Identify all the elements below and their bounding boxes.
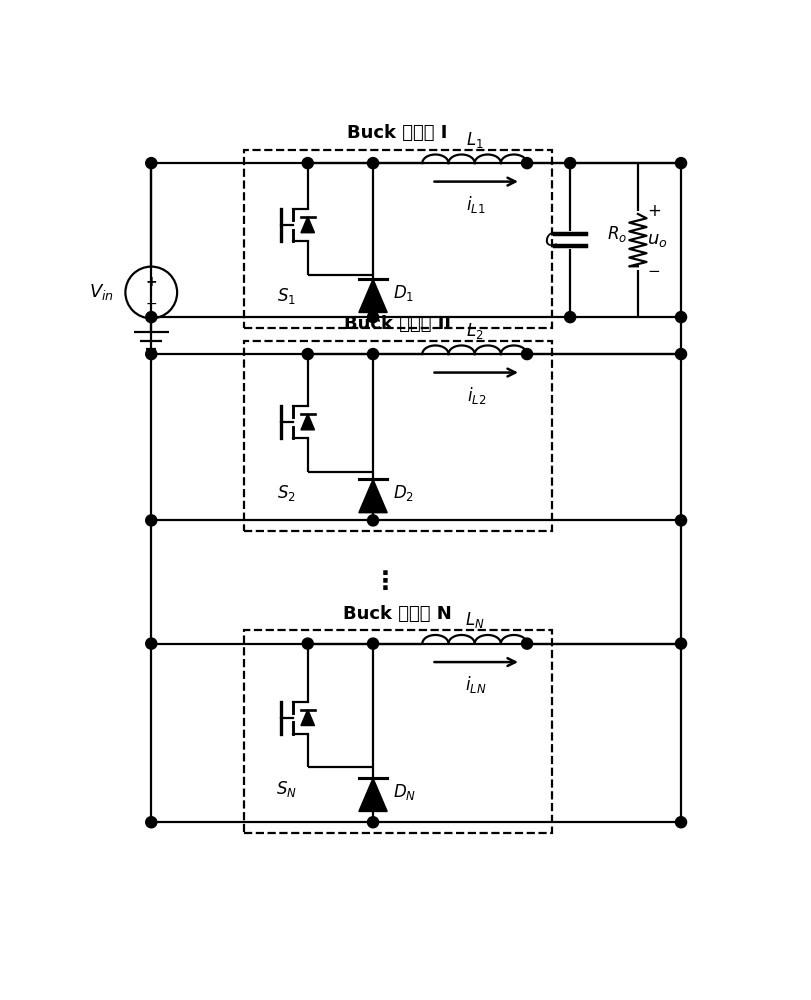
Text: $u_o$: $u_o$ — [646, 231, 667, 249]
Polygon shape — [301, 414, 314, 430]
Circle shape — [145, 817, 157, 828]
Text: $S_1$: $S_1$ — [277, 286, 296, 306]
Polygon shape — [358, 479, 387, 513]
Text: $D_2$: $D_2$ — [393, 483, 414, 503]
Polygon shape — [301, 217, 314, 233]
Text: $R_o$: $R_o$ — [606, 224, 626, 244]
Text: +: + — [145, 275, 157, 289]
Text: $i_{L1}$: $i_{L1}$ — [466, 194, 485, 215]
Circle shape — [675, 638, 686, 649]
Circle shape — [367, 312, 378, 323]
Text: ⋮: ⋮ — [372, 570, 397, 594]
Circle shape — [367, 158, 378, 169]
Text: +: + — [646, 202, 660, 220]
Circle shape — [367, 817, 378, 828]
Text: $V_{in}$: $V_{in}$ — [89, 282, 114, 302]
Text: Buck 变换器 I: Buck 变换器 I — [347, 124, 448, 142]
Text: $C$: $C$ — [543, 231, 558, 250]
Text: $S_2$: $S_2$ — [277, 483, 296, 503]
Polygon shape — [358, 778, 387, 811]
Circle shape — [675, 349, 686, 360]
Circle shape — [675, 817, 686, 828]
Text: Buck 变换器 II: Buck 变换器 II — [344, 315, 451, 333]
Circle shape — [564, 158, 575, 169]
Circle shape — [302, 158, 313, 169]
Polygon shape — [358, 279, 387, 312]
Circle shape — [675, 312, 686, 323]
Text: $L_N$: $L_N$ — [464, 610, 484, 630]
Text: $D_1$: $D_1$ — [393, 283, 414, 303]
Text: $S_N$: $S_N$ — [276, 779, 297, 799]
Circle shape — [367, 349, 378, 360]
Text: $-$: $-$ — [646, 262, 659, 277]
Circle shape — [367, 638, 378, 649]
Circle shape — [145, 515, 157, 526]
Circle shape — [675, 158, 686, 169]
Circle shape — [675, 515, 686, 526]
Text: $i_{LN}$: $i_{LN}$ — [465, 674, 487, 695]
Circle shape — [521, 158, 532, 169]
Circle shape — [145, 158, 157, 169]
Circle shape — [145, 349, 157, 360]
Text: $-$: $-$ — [145, 296, 157, 310]
Circle shape — [302, 638, 313, 649]
Text: $L_1$: $L_1$ — [466, 130, 483, 150]
Text: Buck 变换器 N: Buck 变换器 N — [343, 605, 452, 623]
Text: $D_N$: $D_N$ — [393, 782, 415, 802]
Text: $i_{L2}$: $i_{L2}$ — [466, 385, 485, 406]
Circle shape — [521, 638, 532, 649]
Circle shape — [145, 638, 157, 649]
Circle shape — [564, 312, 575, 323]
Circle shape — [521, 349, 532, 360]
Polygon shape — [301, 710, 314, 726]
Circle shape — [145, 312, 157, 323]
Circle shape — [302, 349, 313, 360]
Circle shape — [367, 515, 378, 526]
Text: $L_2$: $L_2$ — [466, 321, 483, 341]
